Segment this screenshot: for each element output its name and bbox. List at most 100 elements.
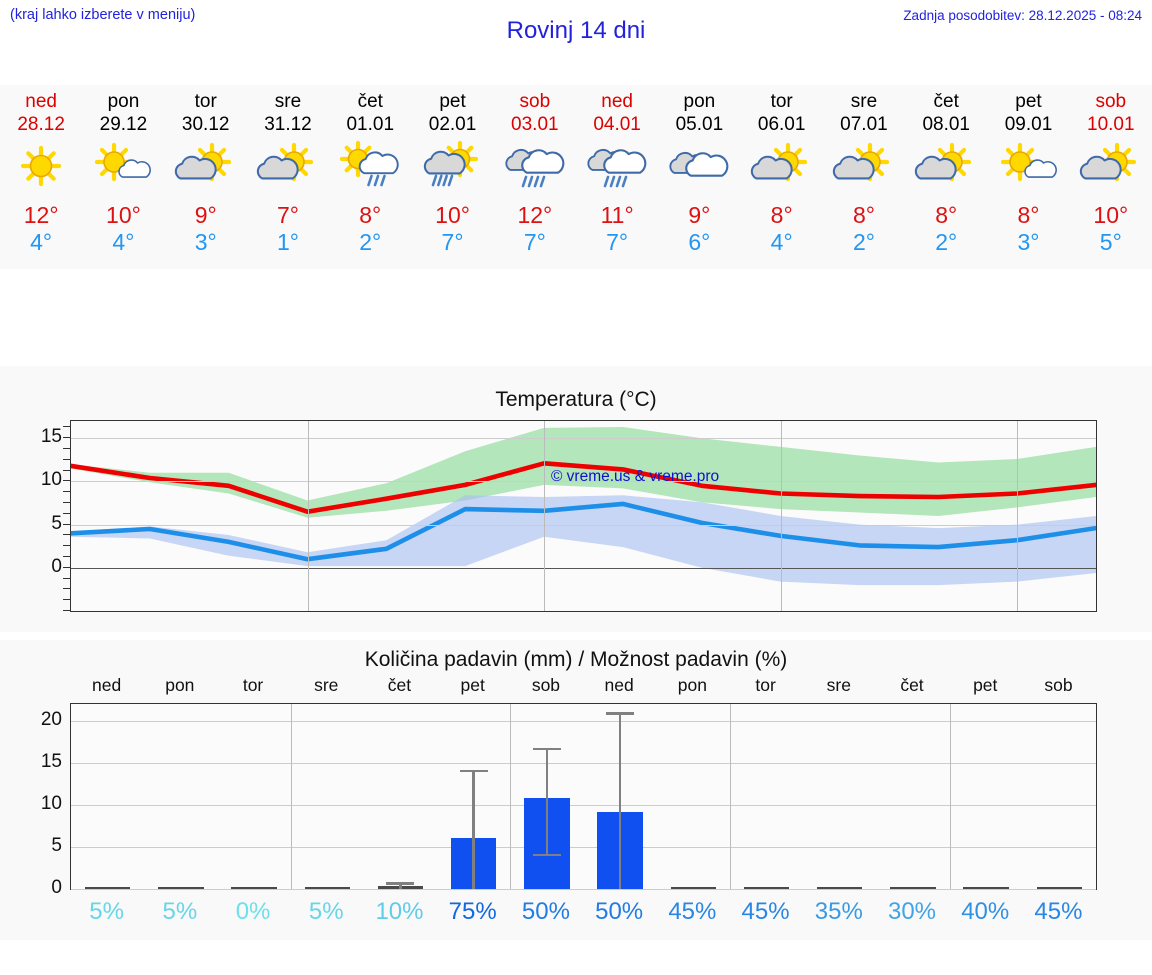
sun-cloud-rain-icon — [331, 140, 409, 196]
gridline — [71, 567, 1096, 569]
precipitation-probability: 35% — [814, 898, 863, 925]
sun-cloud-rain-heavy-icon — [414, 140, 492, 196]
error-bar-cap-top — [532, 747, 561, 751]
day-column[interactable]: sob 10.01 10° 5° — [1070, 85, 1152, 269]
sun-cloud-icon — [249, 140, 327, 196]
sun-cloud-icon — [743, 140, 821, 196]
axis-tick — [63, 480, 70, 482]
day-temp-min: 4° — [30, 229, 53, 255]
precipitation-chart-title: Količina padavin (mm) / Možnost padavin … — [364, 648, 788, 671]
precipitation-day-label: čet — [900, 675, 924, 695]
day-temp-max: 9° — [688, 202, 711, 228]
day-temp-min: 2° — [935, 229, 958, 255]
precipitation-bar[interactable] — [158, 887, 204, 889]
sun-cloud-icon — [825, 140, 903, 196]
precipitation-day-label: ned — [604, 675, 634, 695]
gridline — [71, 438, 1096, 440]
precipitation-probability: 50% — [595, 898, 644, 925]
gridline — [71, 889, 1096, 890]
axis-tick — [63, 534, 70, 536]
precipitation-bar[interactable] — [670, 887, 717, 889]
precipitation-bar[interactable] — [963, 887, 1009, 889]
sun-small-cloud-icon — [990, 140, 1068, 196]
precipitation-day-label: pon — [677, 675, 707, 695]
day-name: pon — [683, 91, 716, 112]
day-date: 30.12 — [181, 114, 230, 135]
day-column[interactable]: tor 06.01 8° 4° — [741, 85, 823, 269]
precipitation-probability: 50% — [521, 898, 570, 925]
day-column[interactable]: sre 31.12 7° 1° — [247, 85, 329, 269]
day-temp-max: 12° — [517, 202, 553, 228]
day-column[interactable]: pon 05.01 9° 6° — [658, 85, 740, 269]
day-temp-min: 3° — [1017, 229, 1040, 255]
precipitation-bar[interactable] — [231, 887, 277, 889]
precipitation-day-label: sob — [531, 675, 561, 695]
precipitation-probability: 45% — [1034, 898, 1083, 925]
day-column[interactable]: ned 28.12 12° 4° — [0, 85, 82, 269]
axis-tick — [63, 599, 70, 601]
day-date: 03.01 — [511, 114, 559, 135]
day-column[interactable]: pon 29.12 10° 4° — [82, 85, 164, 269]
day-name: ned — [25, 91, 57, 112]
footer-band — [0, 940, 1152, 975]
axis-tick — [63, 491, 70, 493]
day-date: 08.01 — [922, 114, 970, 135]
precipitation-day-label: tor — [242, 675, 264, 695]
day-column[interactable]: sre 07.01 8° 2° — [823, 85, 905, 269]
day-temp-min: 2° — [359, 229, 382, 255]
day-column[interactable]: čet 01.01 8° 2° — [329, 85, 411, 269]
day-temp-max: 8° — [935, 202, 958, 228]
day-name: čet — [933, 91, 959, 112]
axis-tick — [63, 556, 70, 558]
axis-tick — [63, 588, 70, 590]
day-name: sob — [519, 91, 551, 112]
day-date: 02.01 — [428, 114, 477, 135]
day-temp-max: 9° — [194, 202, 217, 228]
precipitation-y-tick-label: 15 — [40, 750, 62, 772]
precipitation-bar[interactable] — [304, 887, 350, 889]
page-title: Rovinj 14 dni — [506, 17, 646, 44]
axis-tick — [63, 502, 70, 504]
precipitation-day-label: pon — [165, 675, 195, 695]
day-column[interactable]: ned 04.01 11° 7° — [576, 85, 658, 269]
gridline — [307, 421, 309, 611]
day-temp-min: 1° — [276, 229, 299, 255]
cloud-rain-icon — [578, 140, 656, 196]
precipitation-day-label: pet — [460, 675, 485, 695]
day-date: 09.01 — [1004, 114, 1053, 135]
day-column[interactable]: sob 03.01 12° 7° — [494, 85, 576, 269]
day-column[interactable]: tor 30.12 9° 3° — [165, 85, 247, 269]
day-temp-max: 8° — [359, 202, 382, 228]
day-temp-min: 3° — [194, 229, 217, 255]
temperature-y-tick-label: 15 — [40, 426, 62, 448]
precipitation-bar[interactable] — [1036, 887, 1083, 889]
day-column[interactable]: čet 08.01 8° 2° — [905, 85, 987, 269]
axis-tick — [63, 469, 70, 471]
day-name: ned — [601, 91, 633, 112]
day-column[interactable]: pet 02.01 10° 7° — [411, 85, 493, 269]
precipitation-day-label: čet — [387, 675, 412, 695]
axis-tick — [63, 566, 70, 568]
precipitation-bar[interactable] — [817, 887, 863, 889]
axis-tick — [63, 610, 70, 611]
precipitation-day-label: sre — [826, 675, 851, 695]
precipitation-bar[interactable] — [84, 887, 131, 889]
cloud-rain-icon — [496, 140, 574, 196]
axis-tick — [63, 512, 70, 514]
error-bar-stem — [545, 747, 549, 854]
axis-tick — [63, 577, 70, 579]
precipitation-day-label: sre — [314, 675, 339, 695]
temperature-chart-title: Temperatura (°C) — [495, 388, 657, 411]
precipitation-probability: 5% — [308, 898, 344, 925]
precipitation-bar[interactable] — [743, 887, 790, 889]
precipitation-y-tick-label: 5 — [51, 834, 62, 856]
precipitation-bar[interactable] — [890, 887, 936, 889]
day-temp-min: 7° — [441, 229, 464, 255]
day-date: 01.01 — [346, 114, 395, 135]
day-temp-min: 7° — [523, 229, 546, 255]
error-bar-cap-top — [386, 882, 415, 885]
day-name: sre — [274, 91, 302, 112]
day-column[interactable]: pet 09.01 8° 3° — [987, 85, 1069, 269]
precipitation-probability: 45% — [741, 898, 790, 925]
